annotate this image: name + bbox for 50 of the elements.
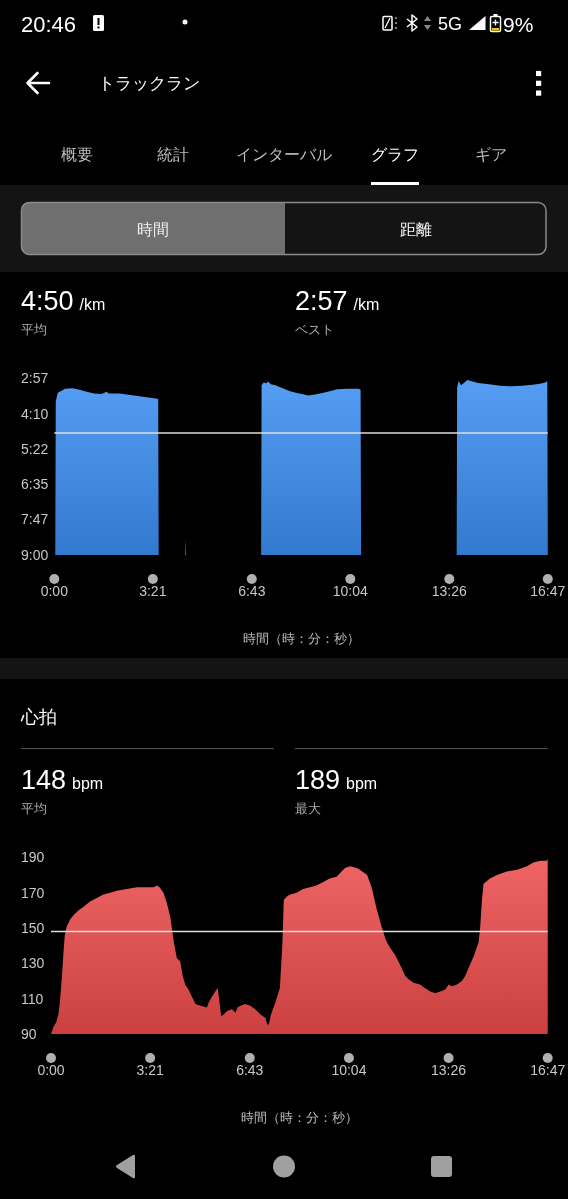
x-tick-label: 6:43 <box>236 1062 264 1078</box>
text: 最大 <box>295 801 321 816</box>
text: 平均 <box>21 801 47 816</box>
y-tick-label: 130 <box>21 955 45 972</box>
text: /km <box>353 296 380 313</box>
y-tick-label: 2:57 <box>21 370 49 386</box>
text: 概要 <box>60 146 93 163</box>
text: 148 <box>21 765 67 795</box>
x-tick-label: 13:26 <box>431 583 468 599</box>
text: 9% <box>503 13 534 36</box>
text: 距離 <box>399 221 432 238</box>
y-tick-label: 190 <box>21 849 45 866</box>
x-tick-label: 10:04 <box>332 583 369 599</box>
x-tick-label: 0:00 <box>40 583 69 599</box>
x-tick-label: 16:47 <box>530 583 566 599</box>
y-tick-label: 110 <box>21 990 44 1007</box>
text: 5G <box>438 14 463 34</box>
text: bpm <box>72 775 104 792</box>
text: 2:57 <box>295 286 348 316</box>
text: インターバル <box>236 146 332 163</box>
y-tick-label: 9:00 <box>21 547 49 563</box>
text: /km <box>79 296 106 313</box>
y-tick-label: 150 <box>21 919 45 936</box>
x-tick-label: 3:21 <box>139 583 167 599</box>
x-axis-title: 時間（時：分：秒） <box>242 631 360 646</box>
y-tick-label: 4:10 <box>21 405 49 422</box>
x-tick-label: 3:21 <box>136 1062 164 1078</box>
text: 20:46 <box>21 12 77 37</box>
y-tick-label: 6:35 <box>21 476 49 493</box>
y-tick-label: 90 <box>21 1026 37 1042</box>
text: bpm <box>346 775 378 792</box>
text: 189 <box>295 765 341 795</box>
x-tick-label: 0:00 <box>37 1062 65 1078</box>
text: 時間 <box>137 221 169 238</box>
y-tick-label: 5:22 <box>21 440 49 457</box>
text: ギア <box>475 146 507 163</box>
y-tick-label: 170 <box>21 884 45 901</box>
text: グラフ <box>371 146 419 163</box>
text: 統計 <box>156 146 189 163</box>
x-tick-label: 10:04 <box>331 1062 367 1078</box>
x-tick-label: 16:47 <box>530 1062 566 1078</box>
x-tick-label: 13:26 <box>431 1062 467 1078</box>
text: 平均 <box>21 322 47 337</box>
text: 4:50 <box>21 286 74 316</box>
chart-title: 心拍 <box>20 707 57 727</box>
text: トラックラン <box>98 74 200 93</box>
y-tick-label: 7:47 <box>21 511 49 528</box>
x-tick-label: 6:43 <box>238 583 266 599</box>
text: ベスト <box>295 322 334 337</box>
x-axis-title: 時間（時：分：秒） <box>240 1110 358 1125</box>
